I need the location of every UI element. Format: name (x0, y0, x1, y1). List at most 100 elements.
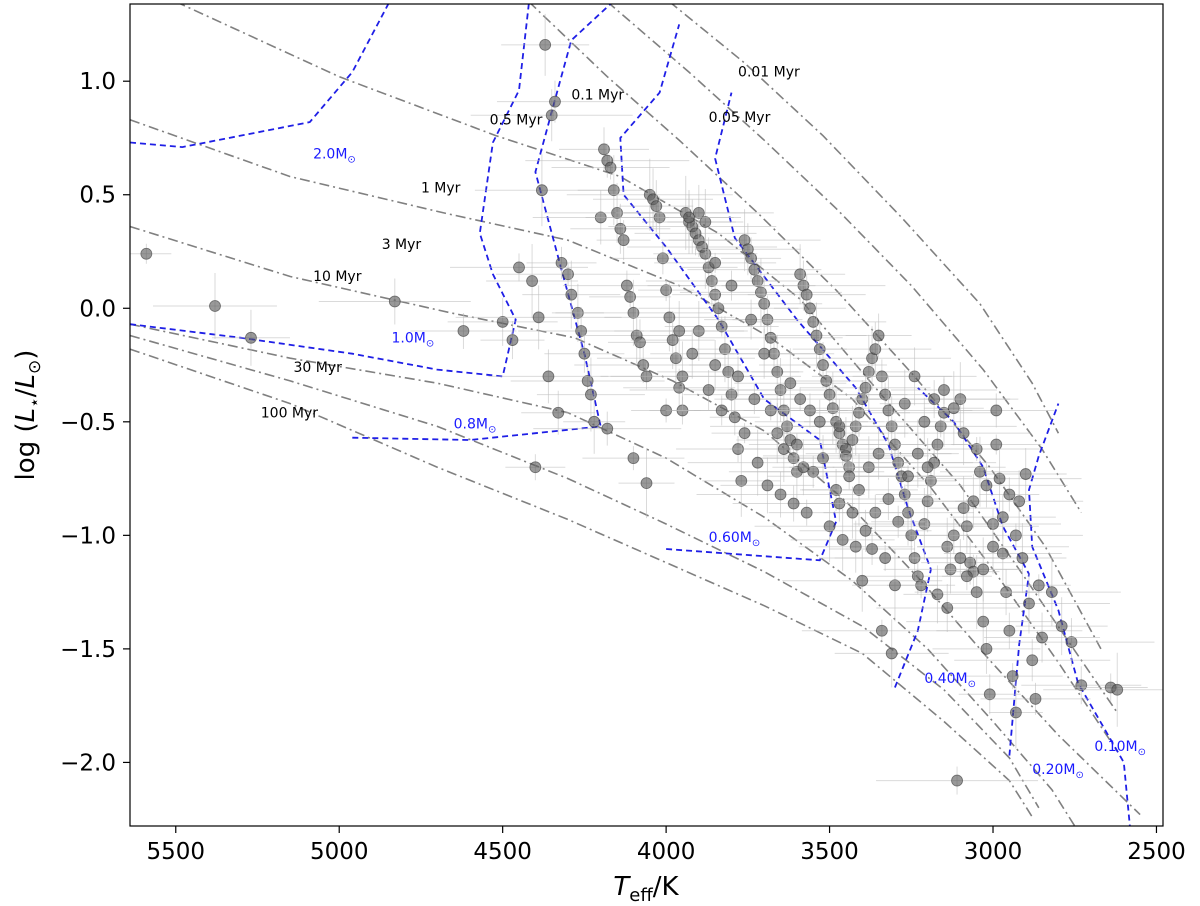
data-point (745, 252, 758, 265)
data-point (755, 286, 767, 299)
data-point (709, 288, 722, 301)
isochrone-label: 0.5 Myr (490, 112, 543, 128)
data-point (980, 479, 993, 492)
data-point (575, 325, 588, 337)
data-point (875, 624, 888, 637)
data-point (951, 774, 963, 787)
isochrone-label: 0.01 Myr (738, 65, 800, 81)
data-point (735, 474, 748, 487)
data-point (784, 377, 797, 390)
data-point (539, 38, 552, 51)
data-point (751, 456, 764, 469)
x-tick-label: 3500 (800, 839, 859, 865)
data-point (974, 465, 986, 478)
data-point (957, 502, 970, 514)
data-point (1019, 468, 1032, 480)
data-point (604, 161, 617, 174)
data-point (823, 520, 836, 533)
x-tick-label: 5000 (310, 839, 369, 865)
data-point (388, 295, 401, 308)
data-point (725, 388, 738, 401)
data-point (1023, 597, 1035, 610)
data-point (581, 375, 594, 387)
x-tick-label: 4500 (473, 839, 532, 865)
data-point (856, 574, 869, 587)
data-point (738, 427, 751, 440)
data-point (526, 275, 538, 287)
data-point (1006, 670, 1019, 683)
data-point (506, 334, 519, 346)
data-point (588, 415, 601, 428)
data-point (866, 543, 878, 555)
mass-track-line (1028, 403, 1131, 826)
data-point (1055, 620, 1068, 633)
isochrone-label: 0.05 Myr (709, 110, 771, 126)
data-point (732, 370, 744, 383)
data-point (967, 495, 980, 508)
data-point (970, 586, 983, 599)
data-point (853, 484, 865, 496)
isochrone-label: 3 Myr (382, 237, 422, 253)
data-point (545, 109, 558, 122)
data-point (898, 488, 911, 501)
data-point (1009, 529, 1022, 542)
isochrone-line (530, 4, 1102, 650)
isochrone-line (608, 4, 1082, 514)
data-point (970, 443, 983, 455)
data-point (513, 261, 525, 274)
data-point (911, 447, 924, 460)
data-point (846, 506, 859, 519)
data-point (774, 488, 787, 501)
x-axis-ticks: 5500 5000 4500 4000 3500 3000 2500 (146, 826, 1186, 865)
data-point (663, 311, 676, 324)
data-point (673, 325, 686, 337)
isochrone-line (670, 4, 1060, 434)
data-point (947, 402, 960, 415)
data-point (892, 515, 905, 528)
x-tick-label: 5500 (146, 839, 205, 865)
data-point (925, 474, 937, 487)
data-point (938, 384, 950, 396)
data-point (719, 343, 731, 356)
data-point (699, 216, 712, 228)
data-point (702, 384, 715, 396)
data-point (634, 336, 646, 349)
data-point (928, 393, 941, 406)
data-point (889, 579, 901, 592)
data-point (898, 397, 911, 410)
y-tick-label: 0.5 (79, 183, 116, 209)
data-point (1065, 636, 1078, 648)
data-point (457, 325, 470, 337)
data-point (777, 443, 790, 455)
data-point (535, 184, 548, 197)
isochrone-line (130, 119, 1118, 752)
data-point (859, 381, 872, 394)
data-point (692, 207, 705, 219)
data-point (1016, 552, 1029, 564)
mass-track-line (130, 4, 530, 378)
data-point (931, 588, 944, 601)
data-point (140, 247, 153, 260)
mass-track-label: 2.0M⊙ (313, 146, 356, 165)
data-point (846, 434, 859, 446)
data-point (990, 438, 1003, 451)
y-tick-label: 0.0 (79, 296, 116, 322)
data-point (1075, 679, 1088, 692)
data-point (1009, 706, 1022, 719)
data-point (771, 365, 784, 378)
data-point (990, 404, 1003, 417)
data-point (673, 381, 686, 394)
data-point (993, 472, 1006, 485)
mass-track-label: 1.0M⊙ (392, 330, 435, 349)
data-point (977, 615, 990, 628)
data-point (601, 422, 614, 435)
data-point (800, 288, 813, 301)
isochrone-line (130, 323, 1076, 826)
data-point (1026, 654, 1039, 667)
data-point (1003, 488, 1016, 501)
data-point (853, 406, 865, 419)
data-point (807, 316, 820, 328)
data-point (764, 331, 777, 344)
data-point (833, 420, 846, 433)
data-point (817, 452, 829, 465)
